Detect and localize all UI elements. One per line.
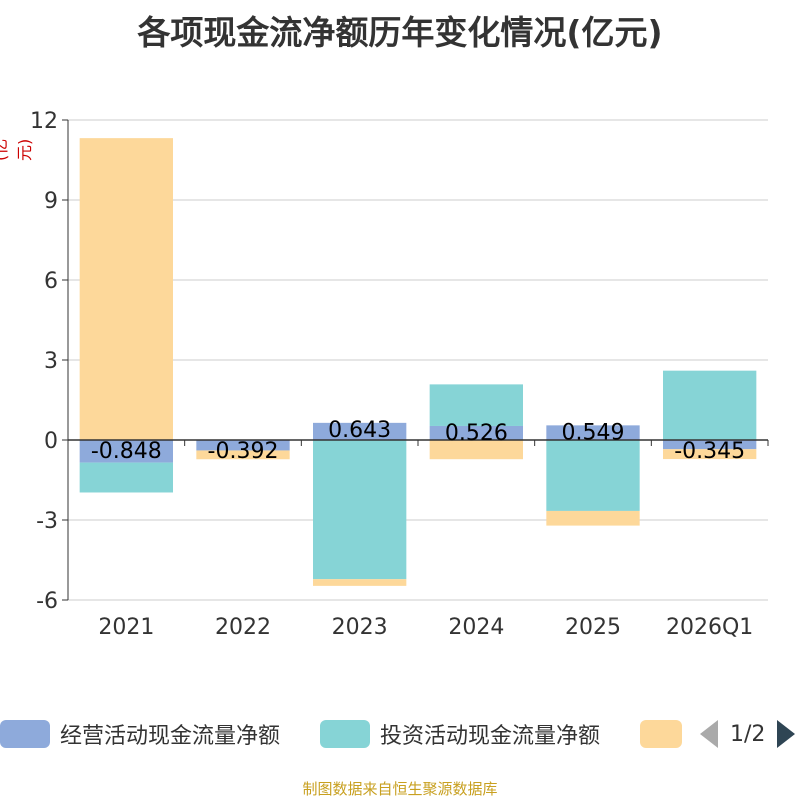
bar-financing-2024 (429, 440, 523, 460)
data-label: 0.643 (328, 418, 391, 443)
x-tick-label: 2022 (215, 615, 271, 640)
bar-investing-2026Q1 (663, 370, 757, 440)
bar-financing-2025 (546, 510, 640, 526)
bar-financing-2026Q1 (663, 449, 757, 460)
y-tick-label: 6 (44, 269, 58, 294)
bar-operating-2026Q1 (663, 440, 757, 450)
bar-investing-2021 (79, 462, 173, 493)
legend-next-icon[interactable] (777, 720, 796, 748)
legend-label-investing: 投资活动现金流量净额 (380, 724, 601, 749)
y-tick-label: 9 (44, 189, 58, 214)
y-tick-label: 3 (44, 349, 58, 374)
legend-swatch-investing (320, 720, 370, 748)
y-tick-label: 12 (30, 109, 58, 134)
legend-prev-icon[interactable] (700, 720, 718, 748)
legend-item-investing[interactable]: 投资活动现金流量净额 (320, 714, 600, 754)
chart-title: 各项现金流净额历年变化情况(亿元) (137, 13, 663, 52)
bar-investing-2025 (546, 440, 640, 511)
data-label: -0.848 (91, 439, 162, 464)
legend: 经营活动现金流量净额 投资活动现金流量净额 (0, 714, 800, 754)
x-tick-label: 2025 (565, 615, 621, 640)
chart-area: 12 9 6 3 0 -3 -6 2021 2022 2023 2024 2025 2026Q1 -0.8… (30, 109, 769, 640)
bar-financing-2023 (313, 579, 407, 586)
x-tick-label: 2026Q1 (666, 615, 753, 640)
legend-item-operating[interactable]: 经营活动现金流量净额 (0, 714, 280, 754)
bar-operating-2023 (313, 422, 407, 440)
bar-operating-2022 (196, 440, 290, 451)
x-tick-label: 2023 (332, 615, 388, 640)
legend-swatch-operating (0, 720, 50, 748)
data-label: 0.526 (445, 421, 508, 446)
y-tick-label: -3 (36, 509, 58, 534)
bar-operating-2021 (79, 440, 173, 463)
data-label: 0.549 (562, 420, 625, 445)
x-tick-label: 2024 (448, 615, 504, 640)
legend-item-financing[interactable] (640, 714, 692, 754)
bar-investing-2023 (313, 440, 407, 580)
y-tick-label: 0 (44, 429, 58, 454)
legend-label-operating: 经营活动现金流量净额 (60, 724, 281, 749)
legend-page-indicator: 1/2 (730, 721, 766, 747)
legend-pager: 1/2 (700, 714, 796, 754)
data-label: -0.392 (208, 439, 279, 464)
x-tick-label: 2021 (98, 615, 154, 640)
y-tick-label: -6 (36, 589, 58, 614)
data-source-note: 制图数据来自恒生聚源数据库 (302, 780, 498, 798)
bar-operating-2024 (429, 425, 523, 440)
bar-operating-2025 (546, 425, 640, 440)
data-label: -0.345 (674, 439, 745, 464)
bar-investing-2024 (429, 384, 523, 426)
legend-swatch-financing (640, 720, 682, 748)
bar-financing-2022 (196, 450, 290, 460)
bar-financing-2021 (79, 138, 173, 440)
